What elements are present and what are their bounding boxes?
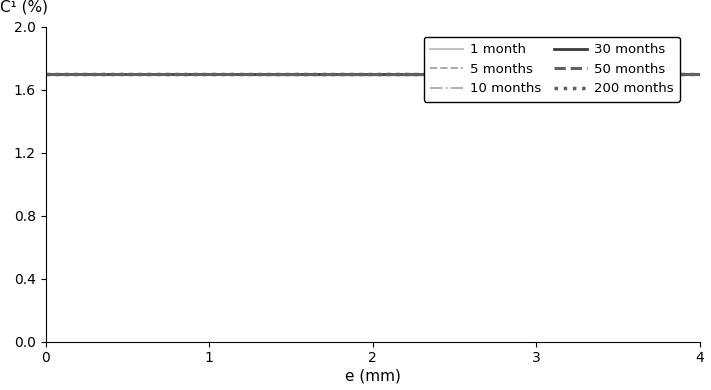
200 months (395, 72, 404, 76)
30 months (431, 72, 439, 76)
200 months (577, 72, 586, 76)
1 month (352, 73, 360, 78)
30 months (680, 72, 688, 76)
200 months (431, 72, 439, 76)
200 months (680, 72, 688, 76)
1 month (681, 72, 690, 76)
5 months (41, 72, 50, 76)
1 month (579, 73, 587, 77)
30 months (356, 72, 365, 76)
50 months (431, 72, 439, 76)
5 months (356, 72, 365, 76)
50 months (352, 72, 360, 76)
1 month (356, 73, 365, 78)
30 months (695, 72, 704, 76)
10 months (352, 72, 360, 76)
50 months (395, 72, 404, 76)
5 months (681, 72, 690, 76)
Y-axis label: C¹ (%): C¹ (%) (0, 0, 48, 14)
30 months (577, 72, 586, 76)
50 months (356, 72, 365, 76)
1 month (368, 73, 376, 78)
30 months (395, 72, 404, 76)
1 month (41, 72, 50, 76)
50 months (680, 72, 688, 76)
5 months (365, 72, 373, 76)
1 month (695, 72, 704, 76)
10 months (695, 72, 704, 76)
200 months (356, 72, 365, 76)
200 months (352, 72, 360, 76)
200 months (695, 72, 704, 76)
Line: 1 month: 1 month (46, 74, 700, 75)
5 months (695, 72, 704, 76)
X-axis label: e (mm): e (mm) (345, 368, 400, 383)
50 months (695, 72, 704, 76)
10 months (431, 72, 439, 76)
10 months (680, 72, 688, 76)
200 months (41, 72, 50, 76)
10 months (356, 72, 365, 76)
50 months (577, 72, 586, 76)
30 months (352, 72, 360, 76)
5 months (397, 72, 405, 76)
10 months (395, 72, 404, 76)
30 months (41, 72, 50, 76)
5 months (352, 72, 360, 76)
Legend: 1 month, 5 months, 10 months, 30 months, 50 months, 200 months: 1 month, 5 months, 10 months, 30 months,… (424, 37, 680, 102)
5 months (432, 72, 440, 76)
1 month (432, 73, 440, 78)
1 month (397, 73, 405, 78)
10 months (41, 72, 50, 76)
50 months (41, 72, 50, 76)
10 months (577, 72, 586, 76)
5 months (579, 72, 587, 76)
